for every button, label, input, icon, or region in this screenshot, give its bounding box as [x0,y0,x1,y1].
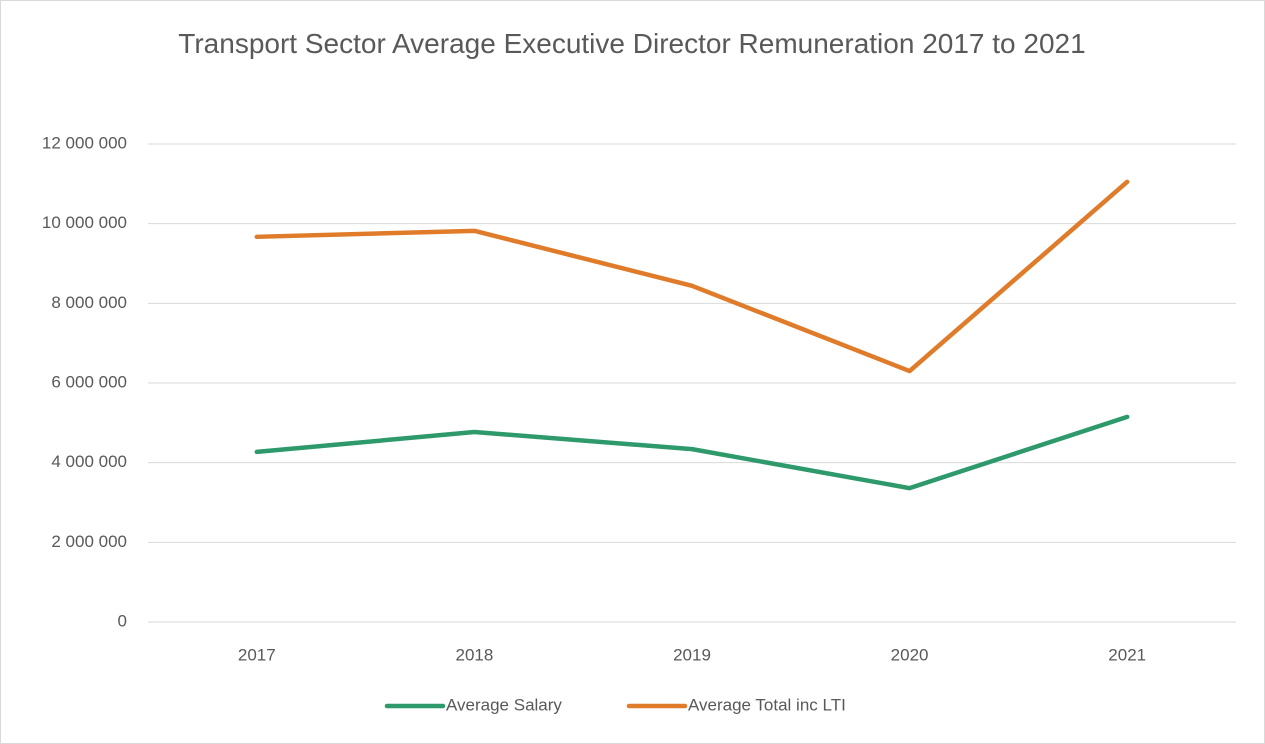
y-tick-label: 10 000 000 [42,213,127,232]
y-tick-label: 0 [118,611,127,630]
y-tick-label: 4 000 000 [51,452,127,471]
x-tick-label: 2021 [1108,645,1146,664]
y-tick-label: 12 000 000 [42,133,127,152]
y-tick-label: 2 000 000 [51,532,127,551]
series-line [254,179,1130,374]
x-tick-label: 2019 [673,645,711,664]
x-tick-label: 2018 [455,645,493,664]
x-tick-label: 2017 [238,645,276,664]
x-tick-label: 2020 [891,645,929,664]
y-tick-label: 6 000 000 [51,372,127,391]
series-line [254,414,1130,491]
chart-title: Transport Sector Average Executive Direc… [178,28,1086,59]
legend-label: Average Salary [446,695,562,714]
legend-label: Average Total inc LTI [688,695,846,714]
y-tick-label: 8 000 000 [51,293,127,312]
